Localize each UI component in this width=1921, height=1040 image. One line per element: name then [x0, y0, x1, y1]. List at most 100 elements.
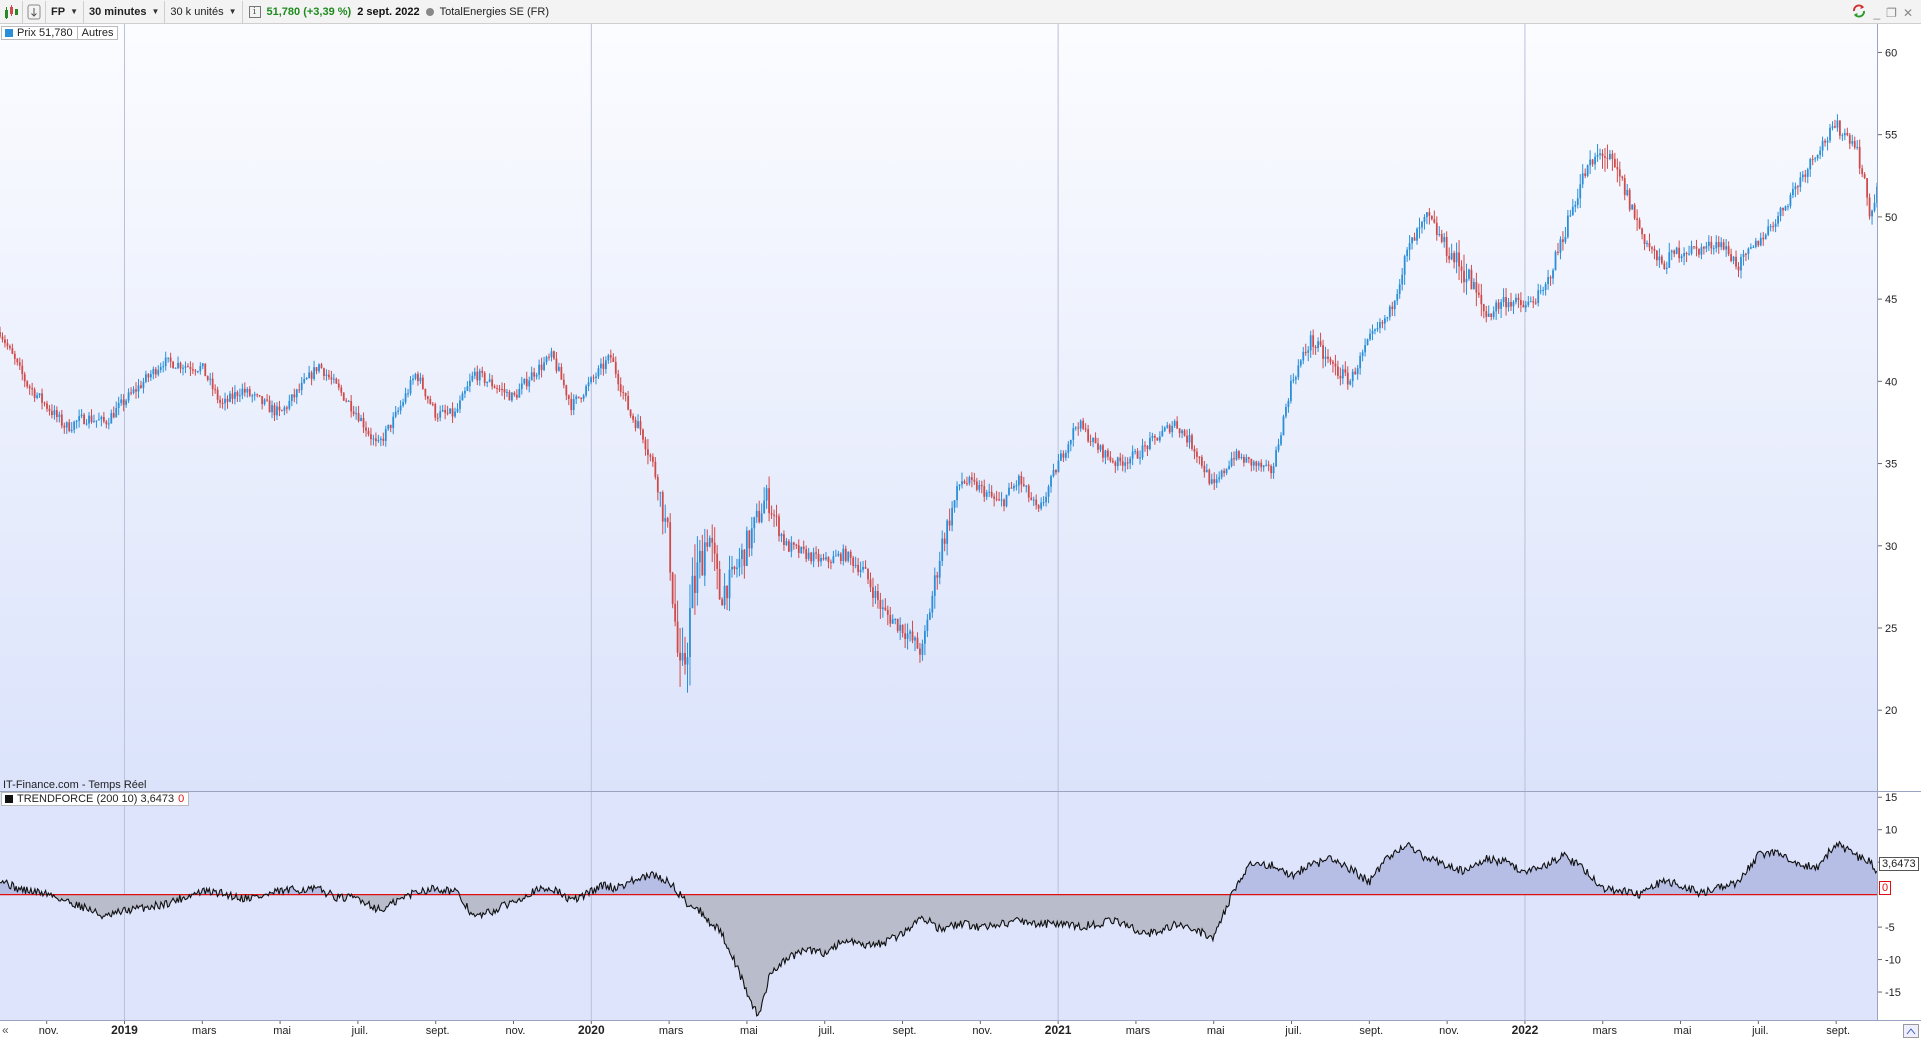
candle-body [199, 366, 202, 372]
others-button[interactable]: Autres [76, 27, 118, 39]
candle-body [859, 569, 862, 573]
candle-body [65, 422, 68, 428]
candle-body [1084, 428, 1087, 430]
candle-body [1438, 233, 1441, 236]
candle-body [1000, 499, 1003, 501]
candle-body [1045, 496, 1047, 503]
candle-body [1124, 462, 1127, 466]
candle-body [246, 389, 249, 393]
candle-body [1280, 435, 1282, 445]
candle-body [1104, 450, 1107, 458]
candle-body [1678, 247, 1681, 259]
symbol-selector[interactable]: FP ▼ [46, 0, 84, 23]
x-tick-label: nov. [1439, 1025, 1459, 1037]
candle-body [686, 657, 689, 665]
candle-body [1032, 499, 1035, 501]
candle-body [13, 353, 16, 359]
candle-body [379, 438, 382, 440]
candle-body [1435, 222, 1438, 236]
candle-body [451, 408, 454, 417]
candle-body [1379, 322, 1381, 329]
candle-body [1643, 234, 1646, 245]
price-y-tick-label: 50 [1885, 212, 1897, 224]
candle-body [1064, 452, 1067, 458]
candle-body [102, 416, 105, 422]
candle-body [229, 393, 231, 402]
candle-body [1324, 356, 1327, 359]
candle-body [1215, 479, 1218, 483]
candle-body [1589, 159, 1592, 166]
candle-body [1413, 237, 1416, 241]
candle-body [614, 361, 617, 374]
candle-body [328, 374, 330, 378]
candle-body [1344, 369, 1347, 373]
candle-body [708, 537, 711, 547]
candle-body [597, 368, 600, 377]
candle-body [587, 382, 590, 387]
candle-body [911, 631, 914, 641]
x-tick-label: 2020 [578, 1023, 605, 1037]
candle-body [1329, 358, 1332, 362]
candle-body [1052, 470, 1055, 477]
candle-body [431, 403, 434, 405]
candle-body [1554, 251, 1557, 271]
info-icon[interactable]: i [248, 5, 261, 18]
chevron-down-icon: ▼ [70, 7, 78, 16]
candle-body [145, 374, 147, 382]
candle-body [533, 372, 536, 377]
trendforce-positive-area [0, 841, 1877, 895]
candle-body [535, 374, 538, 377]
resize-handle[interactable] [1903, 1024, 1919, 1038]
candle-body [315, 367, 318, 372]
candle-body [172, 361, 175, 369]
candle-body [983, 486, 986, 497]
candle-body [478, 370, 481, 381]
candle-body [112, 413, 115, 418]
candle-body [347, 400, 350, 402]
candle-body [1079, 420, 1082, 429]
candle-body [1623, 178, 1626, 196]
indicator-legend[interactable]: TRENDFORCE (200 10) 3,6473 0 [1, 792, 190, 806]
candle-body [248, 389, 251, 396]
candle-body [1542, 289, 1545, 291]
candle-body [426, 396, 429, 400]
candle-body [412, 378, 414, 381]
restore-icon[interactable]: ❐ [1886, 5, 1897, 20]
price-y-tick-label: 55 [1885, 130, 1897, 142]
candle-body [609, 355, 612, 358]
close-icon[interactable]: ✕ [1902, 5, 1913, 20]
candle-body [1613, 158, 1616, 167]
refresh-icon[interactable] [1851, 3, 1867, 22]
scroll-left-button[interactable]: « [2, 1023, 9, 1037]
candle-body [1188, 435, 1191, 443]
candle-body [1233, 458, 1235, 460]
candle-body [63, 425, 66, 428]
candle-body [627, 395, 630, 410]
chart-type-button[interactable] [0, 0, 23, 23]
minimize-icon[interactable]: _ [1873, 5, 1881, 20]
candle-body [140, 385, 142, 388]
candle-body [23, 374, 26, 382]
indicator-zero-label: 0 [178, 793, 185, 805]
indicator-y-tick-label: -15 [1885, 987, 1901, 999]
candle-body [429, 399, 432, 404]
candle-body [51, 411, 53, 415]
candle-body [886, 609, 889, 615]
candle-body [1208, 469, 1211, 484]
candle-body [1339, 375, 1342, 379]
candle-body [1220, 470, 1223, 478]
candle-body [16, 358, 19, 363]
candle-body [684, 653, 686, 665]
sort-button[interactable] [23, 0, 46, 23]
candle-body [923, 630, 926, 644]
candle-body [1050, 476, 1052, 487]
candle-body [1235, 451, 1238, 460]
candle-body [1146, 445, 1149, 450]
price-legend[interactable]: Prix 51,780 Autres [1, 26, 119, 40]
interval-selector[interactable]: 30 minutes ▼ [84, 0, 166, 23]
units-selector[interactable]: 30 k unités ▼ [165, 0, 243, 23]
indicator-y-tick-label: -5 [1885, 922, 1895, 934]
candle-body [1695, 246, 1698, 249]
candle-body [70, 429, 73, 432]
